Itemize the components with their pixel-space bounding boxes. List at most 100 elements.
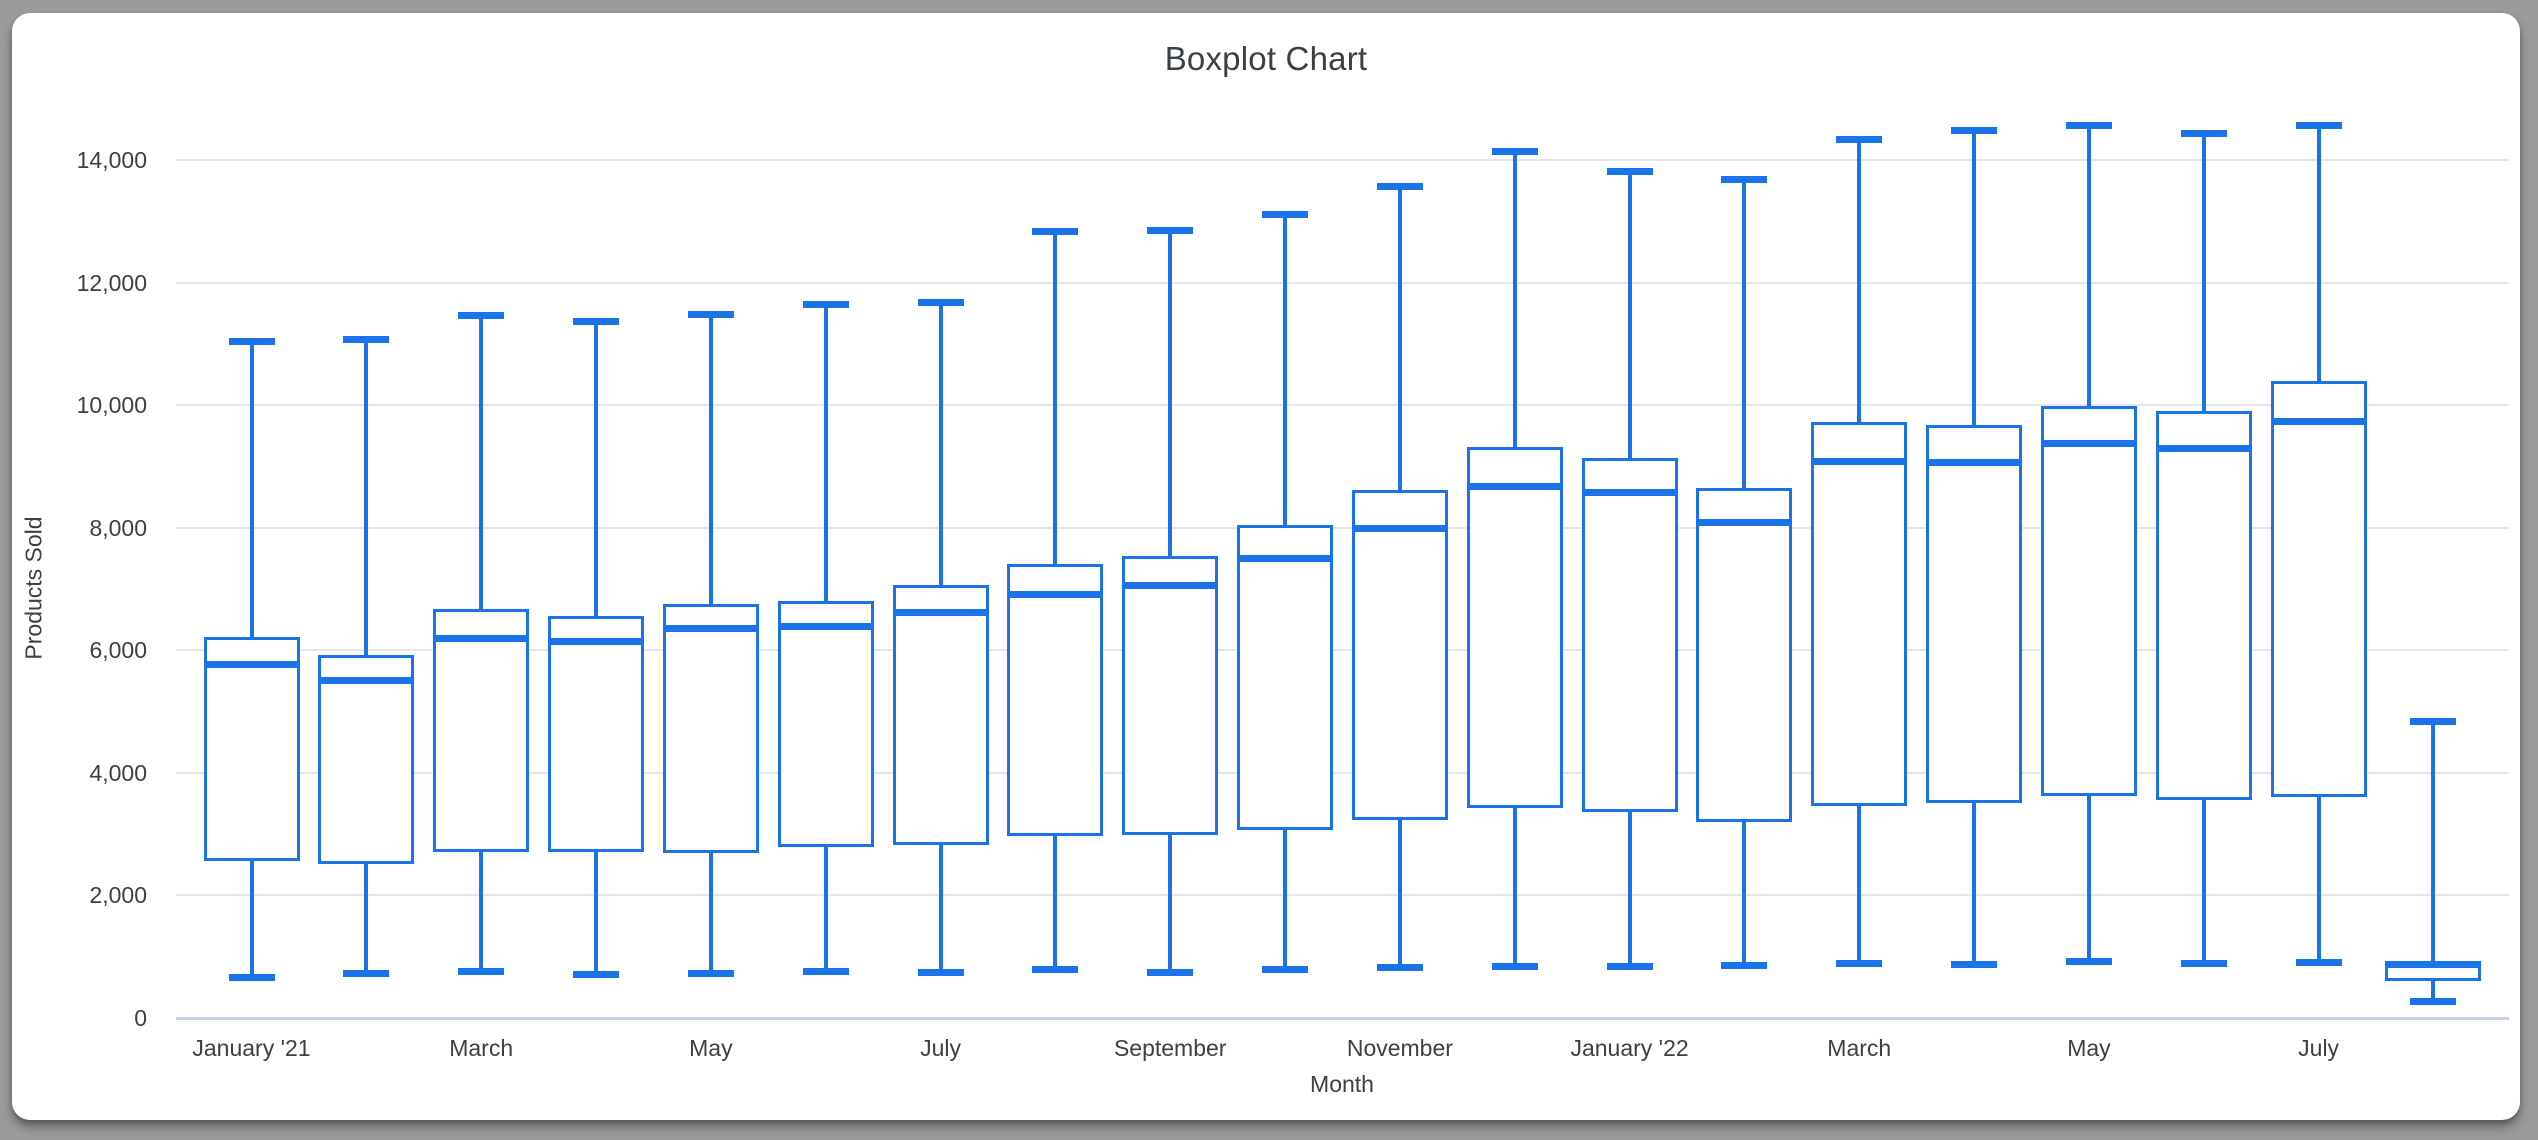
- y-tick-label: 12,000: [76, 269, 147, 296]
- median-line[interactable]: [665, 624, 756, 632]
- whisker-min-cap[interactable]: [1606, 962, 1653, 970]
- median-line[interactable]: [1240, 554, 1331, 562]
- boxplot-box[interactable]: [1122, 555, 1219, 835]
- whisker-max-cap[interactable]: [458, 312, 505, 320]
- whisker-max-cap[interactable]: [1376, 183, 1423, 191]
- y-tick-label: 14,000: [76, 147, 147, 174]
- whisker-min-cap[interactable]: [917, 969, 964, 977]
- boxplot-box[interactable]: [1466, 446, 1563, 809]
- whisker-min-cap[interactable]: [228, 973, 275, 981]
- boxplot-box[interactable]: [1581, 458, 1678, 813]
- whisker-max-cap[interactable]: [2295, 122, 2342, 130]
- median-line[interactable]: [1469, 483, 1560, 491]
- median-line[interactable]: [1584, 489, 1675, 497]
- whisker-max-cap[interactable]: [917, 298, 964, 306]
- x-tick-label: March: [449, 1035, 514, 1061]
- boxplot-box[interactable]: [433, 609, 530, 853]
- x-tick-label: September: [1113, 1035, 1227, 1061]
- boxplot-box[interactable]: [892, 584, 989, 845]
- median-line[interactable]: [206, 660, 297, 668]
- whisker-min-cap[interactable]: [1147, 968, 1194, 976]
- whisker-max-cap[interactable]: [2180, 130, 2227, 138]
- x-axis-title: Month: [1310, 1071, 1374, 1097]
- whisker-max-cap[interactable]: [802, 300, 849, 308]
- whisker-min-cap[interactable]: [1951, 961, 1998, 969]
- whisker-min-cap[interactable]: [2065, 957, 2112, 965]
- whisker-min-cap[interactable]: [687, 969, 734, 977]
- gridline: [176, 649, 2509, 652]
- whisker-max-cap[interactable]: [1836, 135, 1883, 143]
- x-tick-label: January '21: [192, 1035, 311, 1061]
- median-line[interactable]: [1010, 591, 1101, 599]
- chart-window-card: Boxplot Chart Products Sold 0 2,000 4,000 6…: [12, 13, 2520, 1120]
- whisker-max-cap[interactable]: [1262, 210, 1309, 218]
- gridline: [176, 526, 2509, 529]
- whisker-max-cap[interactable]: [2065, 122, 2112, 130]
- whisker-min-cap[interactable]: [802, 968, 849, 976]
- median-line[interactable]: [2273, 417, 2364, 425]
- whisker-min-cap[interactable]: [2295, 958, 2342, 966]
- boxplot-box[interactable]: [2040, 405, 2137, 797]
- median-line[interactable]: [2388, 960, 2479, 968]
- whisker-max-cap[interactable]: [687, 311, 734, 319]
- gridline: [176, 894, 2509, 897]
- whisker-min-cap[interactable]: [1376, 963, 1423, 971]
- boxplot-box[interactable]: [2270, 380, 2367, 798]
- whisker-max-cap[interactable]: [1721, 176, 1768, 184]
- median-line[interactable]: [895, 609, 986, 617]
- boxplot-box[interactable]: [777, 601, 874, 848]
- whisker-min-cap[interactable]: [1721, 961, 1768, 969]
- whisker-max-cap[interactable]: [1606, 168, 1653, 176]
- whisker-max-cap[interactable]: [1491, 148, 1538, 156]
- whisker-min-cap[interactable]: [573, 970, 620, 978]
- x-tick-label: July: [2298, 1035, 2340, 1061]
- whisker-max-cap[interactable]: [1032, 228, 1079, 236]
- boxplot-box[interactable]: [1811, 421, 1908, 807]
- whisker-max-cap[interactable]: [1147, 226, 1194, 234]
- y-tick-label: 2,000: [89, 882, 147, 909]
- boxplot-box[interactable]: [662, 604, 759, 853]
- median-line[interactable]: [1929, 458, 2020, 466]
- whisker-min-cap[interactable]: [2410, 998, 2457, 1006]
- median-line[interactable]: [1354, 524, 1445, 532]
- y-tick-label: 10,000: [76, 392, 147, 419]
- whisker-min-cap[interactable]: [1491, 963, 1538, 971]
- whisker-max-cap[interactable]: [228, 337, 275, 345]
- median-line[interactable]: [2158, 444, 2249, 452]
- x-tick-label: May: [2067, 1035, 2111, 1061]
- whisker-min-cap[interactable]: [1836, 960, 1883, 968]
- whisker-min-cap[interactable]: [1262, 966, 1309, 974]
- boxplot-box[interactable]: [1926, 424, 2023, 804]
- y-tick-label: 6,000: [89, 637, 147, 664]
- whisker-max-cap[interactable]: [573, 317, 620, 325]
- boxplot-box[interactable]: [548, 615, 645, 853]
- x-axis-baseline: [176, 1016, 2509, 1020]
- boxplot-box[interactable]: [1696, 488, 1793, 822]
- x-tick-label: May: [689, 1035, 733, 1061]
- whisker-min-cap[interactable]: [1032, 965, 1079, 973]
- boxplot-box[interactable]: [1007, 563, 1104, 836]
- boxplot-box[interactable]: [318, 654, 415, 865]
- y-tick-label: 4,000: [89, 759, 147, 786]
- whisker-min-cap[interactable]: [343, 969, 390, 977]
- boxplot-box[interactable]: [203, 636, 300, 862]
- whisker-min-cap[interactable]: [458, 968, 505, 976]
- whisker-line[interactable]: [2431, 721, 2436, 1002]
- whisker-min-cap[interactable]: [2180, 959, 2227, 967]
- median-line[interactable]: [321, 676, 412, 684]
- median-line[interactable]: [1814, 457, 1905, 465]
- whisker-max-cap[interactable]: [343, 335, 390, 343]
- median-line[interactable]: [1125, 582, 1216, 590]
- boxplot-box[interactable]: [2155, 410, 2252, 801]
- gridline: [176, 404, 2509, 407]
- median-line[interactable]: [1699, 519, 1790, 527]
- boxplot-box[interactable]: [1351, 489, 1448, 821]
- chart-title: Boxplot Chart: [1164, 40, 1368, 77]
- median-line[interactable]: [551, 638, 642, 646]
- median-line[interactable]: [2043, 440, 2134, 448]
- whisker-max-cap[interactable]: [2410, 717, 2457, 725]
- median-line[interactable]: [780, 622, 871, 630]
- boxplot-box[interactable]: [1237, 525, 1334, 831]
- whisker-max-cap[interactable]: [1951, 127, 1998, 135]
- median-line[interactable]: [436, 634, 527, 642]
